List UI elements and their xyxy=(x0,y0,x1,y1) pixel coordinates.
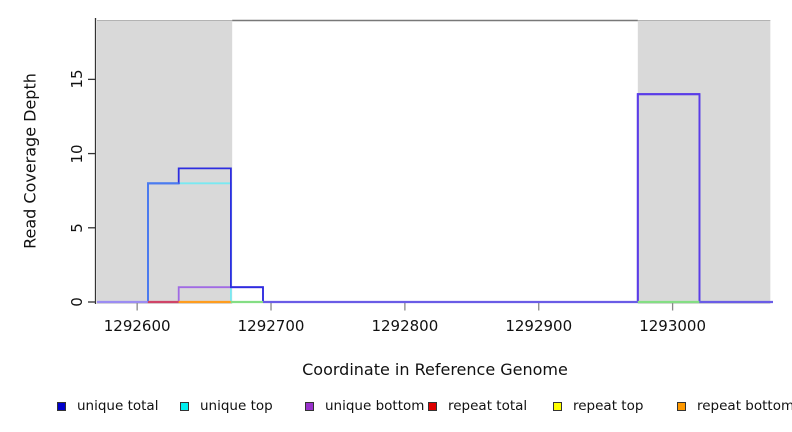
legend-label: unique total xyxy=(77,398,159,414)
x-tick-label: 1292700 xyxy=(237,317,305,335)
legend-item-unique-top: unique top xyxy=(180,398,273,414)
legend-label: repeat total xyxy=(448,398,528,414)
blend-right-peak xyxy=(636,93,701,302)
y-tick-label: 5 xyxy=(68,223,86,233)
legend-swatch-icon xyxy=(677,401,686,411)
legend-label: unique bottom xyxy=(325,398,425,414)
x-axis-title: Coordinate in Reference Genome xyxy=(302,360,568,379)
legend-item-unique-total: unique total xyxy=(57,398,158,414)
shaded-region xyxy=(637,20,771,304)
shaded-region xyxy=(97,20,233,304)
legend-item-repeat-bottom: repeat bottom xyxy=(677,398,792,414)
legend-label: repeat top xyxy=(573,398,644,414)
legend-swatch-icon xyxy=(180,401,189,411)
legend-swatch-icon xyxy=(428,401,437,411)
legend-item-repeat-total: repeat total xyxy=(428,398,527,414)
legend-swatch-icon xyxy=(305,401,314,411)
x-tick-label: 1292800 xyxy=(371,317,439,335)
legend-swatch-icon xyxy=(553,401,562,411)
y-tick-label: 10 xyxy=(68,144,86,164)
legend-label: repeat bottom xyxy=(697,398,792,414)
legend-label: unique top xyxy=(200,398,273,414)
x-tick-label: 1292900 xyxy=(505,317,573,335)
x-tick-label: 1292600 xyxy=(103,317,171,335)
legend-item-unique-bottom: unique bottom xyxy=(305,398,424,414)
y-tick-label: 0 xyxy=(68,297,86,307)
legend-swatch-icon xyxy=(57,401,66,411)
legend-item-repeat-top: repeat top xyxy=(553,398,643,414)
blend-left-rise xyxy=(146,182,179,302)
y-axis-title: Read Coverage Depth xyxy=(20,73,40,249)
y-tick-label: 15 xyxy=(68,69,86,89)
x-tick-label: 1293000 xyxy=(639,317,706,335)
